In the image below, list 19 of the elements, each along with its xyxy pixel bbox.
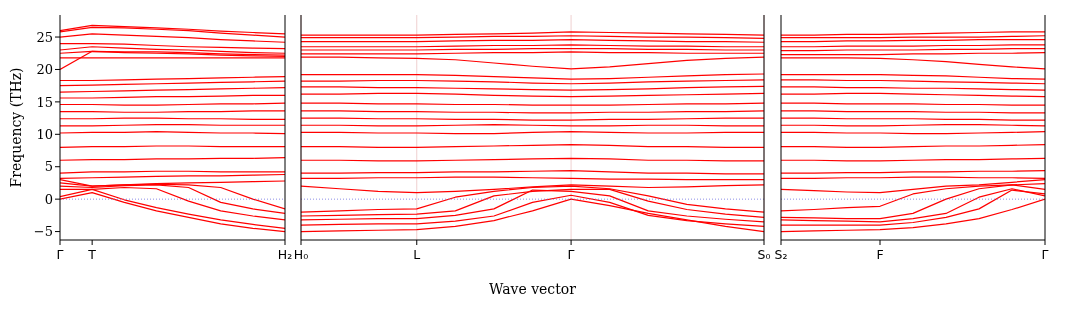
x-axis-title: Wave vector xyxy=(489,281,577,297)
y-tick-label: 25 xyxy=(36,29,53,45)
x-tick-label: T xyxy=(87,247,97,262)
y-axis-title: Frequency (THz) xyxy=(7,67,24,188)
x-tick-label: S₂ xyxy=(774,247,788,262)
x-tick-label: H₂ xyxy=(277,247,293,262)
x-tick-label: S₀ xyxy=(757,247,771,262)
y-tick-label: 10 xyxy=(36,126,53,142)
x-tick-label: Γ xyxy=(56,247,64,262)
x-tick-label: Γ xyxy=(1041,247,1049,262)
y-tick-label: 15 xyxy=(36,94,53,110)
y-tick-label: 20 xyxy=(36,62,53,78)
y-tick-label: 5 xyxy=(44,159,53,175)
x-tick-label: H₀ xyxy=(293,247,309,262)
x-tick-label: F xyxy=(876,247,884,262)
y-tick-label: −5 xyxy=(33,224,53,240)
x-tick-label: L xyxy=(413,247,421,262)
x-tick-label: Γ xyxy=(567,247,575,262)
y-tick-label: 0 xyxy=(44,191,53,207)
